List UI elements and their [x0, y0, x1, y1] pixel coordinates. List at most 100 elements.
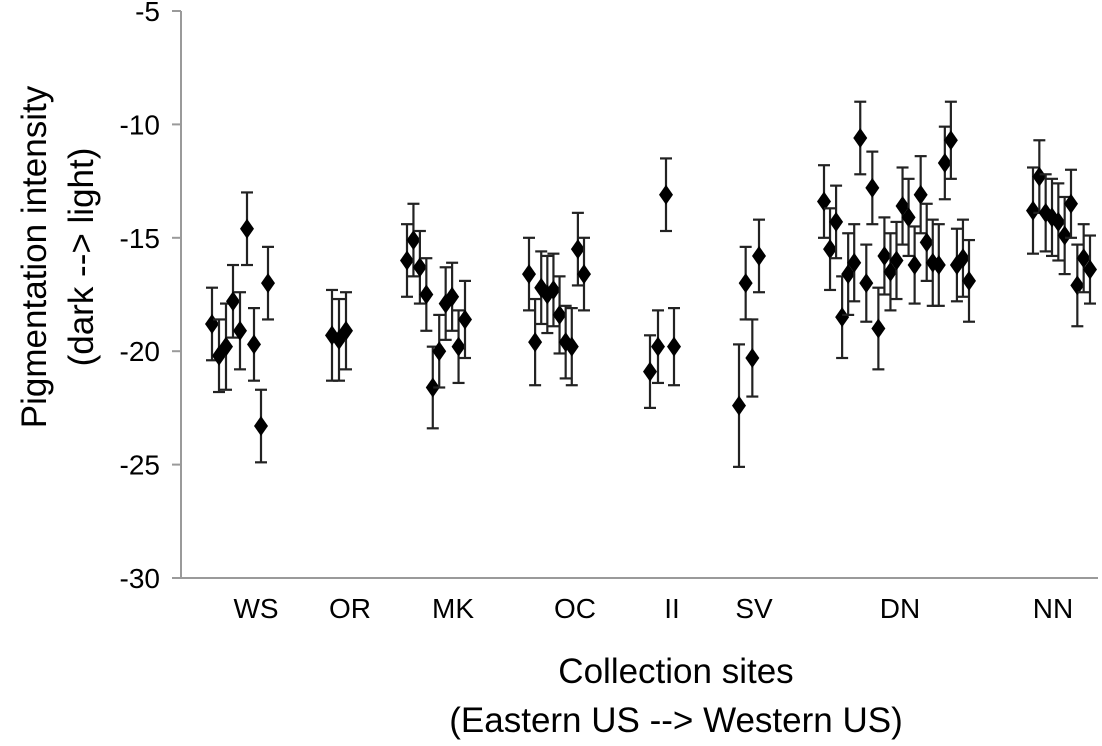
- diamond-marker: [853, 128, 868, 149]
- diamond-marker: [955, 248, 970, 269]
- data-point-dn: [889, 220, 904, 301]
- diamond-marker: [425, 377, 440, 398]
- data-point-mk: [419, 257, 434, 332]
- data-point-ws: [247, 307, 261, 382]
- data-point-dn: [853, 100, 868, 176]
- diamond-marker: [877, 245, 892, 266]
- diamond-marker: [823, 239, 838, 260]
- x-category-label: OC: [554, 593, 596, 624]
- data-point-nn: [1057, 195, 1072, 276]
- data-point-dn: [907, 225, 922, 305]
- diamond-marker: [528, 332, 543, 353]
- data-point-mk: [406, 202, 421, 278]
- diamond-marker: [205, 313, 219, 334]
- diamond-marker: [1083, 259, 1097, 280]
- diamond-marker: [752, 245, 766, 266]
- diamond-marker: [1032, 166, 1047, 187]
- diamond-marker: [254, 416, 268, 437]
- data-point-nn: [1026, 166, 1040, 255]
- data-point-nn: [1064, 168, 1078, 239]
- diamond-marker: [829, 211, 844, 232]
- x-category-label: OR: [329, 593, 371, 624]
- diamond-marker: [577, 264, 591, 285]
- y-axis-title-line-2: (dark --> light): [62, 148, 101, 367]
- diamond-marker: [219, 336, 233, 357]
- data-point-nn: [1051, 182, 1066, 262]
- diamond-marker: [659, 184, 673, 205]
- diamond-marker: [419, 284, 434, 305]
- data-point-dn: [913, 155, 928, 235]
- diamond-marker: [937, 152, 952, 173]
- x-axis-title-line-2: (Eastern US --> Western US): [449, 701, 903, 740]
- data-point-mk: [432, 313, 447, 389]
- diamond-marker: [406, 230, 421, 251]
- diamond-marker: [570, 239, 585, 260]
- diamond-marker: [667, 336, 681, 357]
- diamond-marker: [745, 348, 760, 369]
- data-point-mk: [400, 223, 414, 298]
- data-point-dn: [859, 243, 874, 323]
- data-point-ii: [659, 157, 673, 233]
- data-point-oc: [577, 236, 591, 312]
- data-point-sv: [738, 245, 753, 321]
- data-point-dn: [901, 177, 916, 258]
- data-point-nn: [1032, 139, 1047, 214]
- diamond-marker: [913, 184, 928, 205]
- diamond-marker: [871, 318, 886, 339]
- data-points: [205, 100, 1097, 468]
- diamond-marker: [261, 273, 275, 294]
- data-point-dn: [919, 202, 934, 282]
- diamond-marker: [949, 255, 964, 276]
- diamond-marker: [931, 255, 946, 276]
- diamond-marker: [943, 130, 958, 151]
- data-point-oc: [564, 307, 579, 387]
- y-axis-title-line-1: Pigmentation intensity: [15, 85, 54, 428]
- diamond-marker: [339, 320, 353, 341]
- diamond-marker: [552, 304, 567, 325]
- diamond-marker: [412, 257, 427, 278]
- diamond-marker: [1051, 211, 1066, 232]
- diamond-marker: [738, 273, 753, 294]
- diamond-marker: [1076, 248, 1091, 269]
- data-point-ws: [226, 263, 240, 339]
- data-point-ws: [261, 245, 275, 321]
- diamond-marker: [817, 191, 831, 212]
- diamond-marker: [240, 218, 254, 239]
- diamond-marker: [865, 177, 880, 198]
- y-tick-label: -10: [120, 109, 160, 140]
- data-point-sv: [745, 318, 760, 398]
- y-axis-ticks: -5 -10 -15 -20 -25 -30: [120, 0, 181, 594]
- x-category-label: II: [664, 593, 680, 624]
- data-point-oc: [540, 254, 555, 335]
- data-point-mk: [412, 229, 427, 305]
- data-point-dn: [877, 216, 892, 296]
- diamond-marker: [859, 273, 874, 294]
- diamond-marker: [564, 336, 579, 357]
- data-point-dn: [871, 286, 886, 371]
- data-point-ws: [240, 191, 254, 267]
- diamond-marker: [451, 336, 466, 357]
- data-point-ii: [667, 307, 681, 387]
- data-point-dn: [931, 223, 946, 307]
- diamond-marker: [835, 307, 850, 328]
- y-tick-label: -5: [135, 0, 160, 27]
- data-point-ii: [643, 334, 657, 409]
- data-point-nn: [1076, 223, 1091, 294]
- data-point-dn: [949, 227, 964, 303]
- data-point-mk: [451, 309, 466, 385]
- y-tick-label: -20: [120, 336, 160, 367]
- diamond-marker: [847, 252, 862, 273]
- data-point-oc: [552, 275, 567, 355]
- diamond-marker: [522, 264, 536, 285]
- diamond-marker: [889, 250, 904, 271]
- diamond-marker: [1026, 200, 1040, 221]
- x-category-label: MK: [432, 593, 474, 624]
- diamond-marker: [458, 309, 472, 330]
- data-point-mk: [445, 261, 460, 332]
- data-point-dn: [962, 238, 976, 323]
- data-point-dn: [865, 150, 880, 226]
- diamond-marker: [1070, 275, 1085, 296]
- data-point-oc: [522, 236, 536, 312]
- data-point-dn: [847, 223, 862, 303]
- diamond-marker: [901, 207, 916, 228]
